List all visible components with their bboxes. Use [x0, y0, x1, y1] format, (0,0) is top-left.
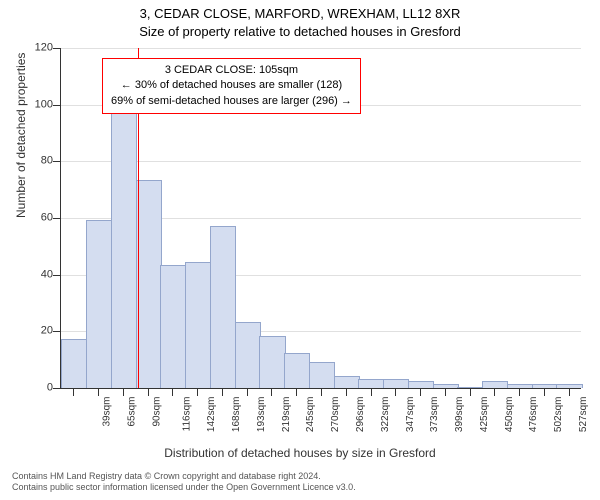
- x-tick: [395, 388, 396, 396]
- x-tick: [172, 388, 173, 396]
- histogram-bar: [111, 109, 137, 388]
- y-tick: [53, 275, 61, 276]
- x-tick-label: 399sqm: [454, 397, 465, 433]
- page-subtitle: Size of property relative to detached ho…: [0, 24, 600, 39]
- histogram-bar: [136, 180, 162, 388]
- y-tick: [53, 331, 61, 332]
- histogram-bar: [433, 384, 459, 388]
- x-tick: [470, 388, 471, 396]
- y-tick: [53, 48, 61, 49]
- histogram-bar: [532, 384, 558, 388]
- histogram-bar: [482, 381, 508, 388]
- y-tick-label: 80: [23, 156, 53, 167]
- x-tick: [494, 388, 495, 396]
- x-tick: [247, 388, 248, 396]
- attribution-line-2: Contains public sector information licen…: [12, 482, 356, 494]
- annotation-box: 3 CEDAR CLOSE: 105sqm← 30% of detached h…: [102, 58, 361, 114]
- x-tick: [371, 388, 372, 396]
- x-tick-label: 502sqm: [553, 397, 564, 433]
- y-tick-label: 120: [23, 43, 53, 54]
- histogram-bar: [160, 265, 186, 388]
- y-tick-label: 0: [23, 383, 53, 394]
- x-tick-label: 270sqm: [330, 397, 341, 433]
- x-tick-label: 296sqm: [355, 397, 366, 433]
- x-tick: [569, 388, 570, 396]
- x-tick: [346, 388, 347, 396]
- histogram-bar: [185, 262, 211, 388]
- x-tick-label: 168sqm: [231, 397, 242, 433]
- histogram-bar: [210, 226, 236, 389]
- histogram-bar: [235, 322, 261, 388]
- x-tick-label: 90sqm: [151, 397, 162, 427]
- x-tick-label: 245sqm: [306, 397, 317, 433]
- x-tick-label: 373sqm: [429, 397, 440, 433]
- y-tick: [53, 161, 61, 162]
- x-tick: [420, 388, 421, 396]
- x-tick: [197, 388, 198, 396]
- histogram-bar: [259, 336, 285, 388]
- x-tick-label: 39sqm: [102, 397, 113, 427]
- y-tick-label: 40: [23, 269, 53, 280]
- histogram-bar: [61, 339, 87, 388]
- x-tick-label: 527sqm: [578, 397, 589, 433]
- y-tick-label: 100: [23, 99, 53, 110]
- x-tick-label: 116sqm: [181, 397, 192, 432]
- x-tick: [519, 388, 520, 396]
- attribution-text: Contains HM Land Registry data © Crown c…: [12, 471, 356, 494]
- x-tick-label: 142sqm: [207, 397, 218, 433]
- annotation-line: ← 30% of detached houses are smaller (12…: [111, 78, 352, 93]
- x-tick-label: 193sqm: [256, 397, 267, 433]
- x-tick: [321, 388, 322, 396]
- x-tick: [296, 388, 297, 396]
- page-title: 3, CEDAR CLOSE, MARFORD, WREXHAM, LL12 8…: [0, 6, 600, 21]
- x-tick-label: 425sqm: [479, 397, 490, 433]
- histogram-bar: [309, 362, 335, 389]
- x-axis-title: Distribution of detached houses by size …: [0, 446, 600, 460]
- grid-line: [61, 48, 581, 49]
- x-tick-label: 65sqm: [127, 397, 138, 427]
- x-tick-label: 322sqm: [380, 397, 391, 433]
- histogram-bar: [383, 379, 409, 389]
- x-tick-label: 476sqm: [528, 397, 539, 433]
- histogram-bar: [556, 384, 582, 388]
- y-tick-label: 60: [23, 213, 53, 224]
- y-tick: [53, 218, 61, 219]
- attribution-line-1: Contains HM Land Registry data © Crown c…: [12, 471, 356, 483]
- chart-container: 3, CEDAR CLOSE, MARFORD, WREXHAM, LL12 8…: [0, 0, 600, 500]
- y-axis-title: Number of detached properties: [14, 53, 28, 218]
- y-tick: [53, 105, 61, 106]
- annotation-line: 69% of semi-detached houses are larger (…: [111, 94, 352, 109]
- histogram-bar: [457, 387, 483, 388]
- histogram-bar: [334, 376, 360, 388]
- y-tick-label: 20: [23, 326, 53, 337]
- x-tick: [271, 388, 272, 396]
- x-tick: [544, 388, 545, 396]
- grid-line: [61, 161, 581, 162]
- annotation-line: 3 CEDAR CLOSE: 105sqm: [111, 63, 352, 78]
- histogram-bar: [358, 379, 384, 389]
- histogram-bar: [408, 381, 434, 388]
- x-tick-label: 219sqm: [281, 397, 292, 433]
- histogram-bar: [284, 353, 310, 388]
- x-tick: [148, 388, 149, 396]
- x-tick: [123, 388, 124, 396]
- x-tick-label: 347sqm: [405, 397, 416, 433]
- x-tick: [98, 388, 99, 396]
- histogram-bar: [86, 220, 112, 388]
- x-tick: [222, 388, 223, 396]
- x-tick-label: 450sqm: [504, 397, 515, 433]
- y-tick: [53, 388, 61, 389]
- x-tick: [73, 388, 74, 396]
- x-tick: [445, 388, 446, 396]
